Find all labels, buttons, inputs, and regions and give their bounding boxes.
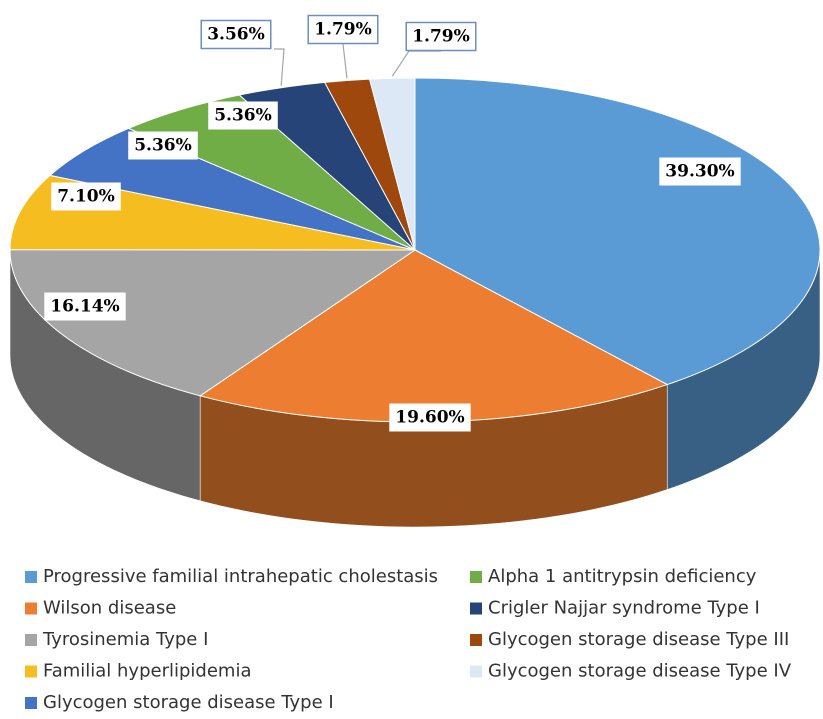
legend-swatch: [25, 665, 37, 678]
leader-line: [391, 50, 441, 77]
slice: [414, 77, 821, 386]
data-label-box: [307, 14, 379, 45]
data-label: 19.60%: [389, 403, 471, 432]
data-label-box: [389, 403, 471, 432]
legend-label: Tyrosinemia Type I: [42, 629, 208, 650]
legend-swatch: [470, 634, 482, 646]
legend-swatch: [470, 665, 482, 678]
slice: [368, 77, 416, 251]
legend-label: Glycogen storage disease Type I: [43, 692, 334, 713]
data-label: 39.30%: [659, 157, 741, 186]
data-label-box: [128, 131, 198, 160]
legend-label: Wilson disease: [43, 598, 176, 619]
legend-swatch: [25, 602, 37, 615]
legend-swatch: [470, 571, 482, 583]
data-label-text: 16.14%: [50, 297, 119, 317]
legend-label: Crigler Najjar syndrome Type I: [488, 598, 760, 619]
legend-label: Familial hyperlipidemia: [43, 661, 251, 682]
data-label-box: [208, 101, 278, 130]
data-label-text: 5.36%: [134, 136, 192, 156]
data-label-box: [405, 21, 477, 52]
legend-swatch: [25, 697, 37, 709]
data-label-text: 1.79%: [314, 20, 372, 40]
data-label-box: [200, 19, 272, 50]
legend-label: Glycogen storage disease Type IV: [488, 661, 792, 682]
legend-label: Alpha 1 antitrypsin deficiency: [488, 566, 757, 587]
data-label: 3.56%: [200, 19, 272, 50]
data-label-text: 39.30%: [665, 162, 734, 182]
legend-label: Glycogen storage disease Type III: [488, 629, 789, 650]
legend-swatch: [25, 634, 37, 646]
data-label-text: 5.36%: [214, 106, 272, 126]
data-label-box: [51, 182, 121, 211]
legend-label: Progressive familial intrahepatic choles…: [43, 566, 438, 587]
data-label: 16.14%: [44, 292, 126, 321]
data-label-text: 7.10%: [57, 187, 115, 207]
slice: [9, 249, 417, 397]
legend-swatch: [470, 602, 482, 615]
legend-swatch: [25, 571, 37, 583]
data-label-box: [44, 292, 126, 321]
data-label-text: 19.60%: [395, 408, 464, 428]
leader-line: [274, 48, 285, 86]
data-label: 5.36%: [208, 101, 278, 130]
data-label-text: 3.56%: [207, 25, 265, 45]
data-label-text: 1.79%: [412, 27, 470, 47]
data-label: 1.79%: [307, 14, 379, 45]
data-label: 7.10%: [51, 182, 121, 211]
slice: [127, 94, 416, 251]
data-label-box: [659, 157, 741, 186]
data-label: 1.79%: [405, 21, 477, 52]
data-label: 5.36%: [128, 131, 198, 160]
leader-line: [342, 43, 348, 79]
